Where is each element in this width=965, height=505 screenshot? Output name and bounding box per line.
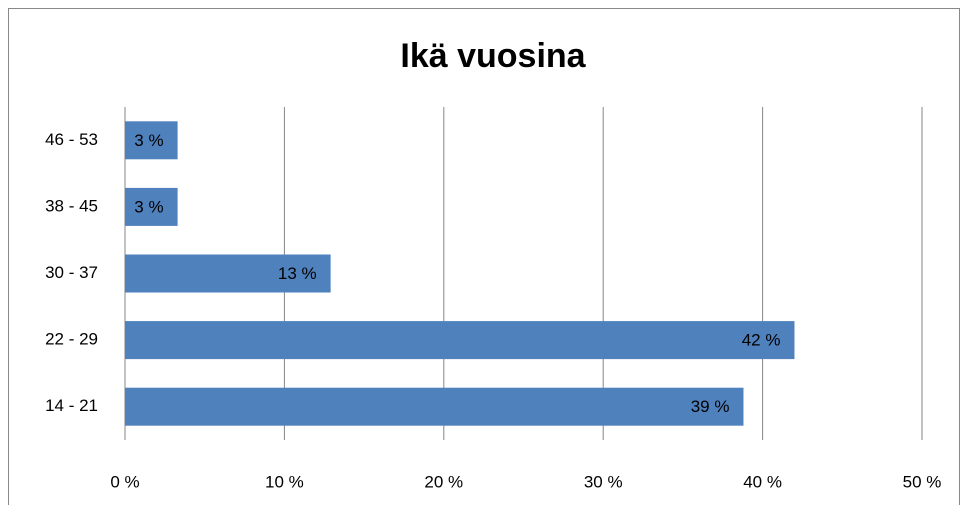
x-tick-label: 50 % — [903, 472, 942, 491]
bar — [125, 121, 178, 160]
y-tick-label: 22 - 29 — [45, 330, 98, 349]
x-tick-label: 10 % — [265, 472, 304, 491]
bar — [125, 387, 744, 426]
y-tick-label: 38 - 45 — [45, 196, 98, 215]
bar — [125, 187, 178, 226]
y-tick-label: 46 - 53 — [45, 130, 98, 149]
data-label: 39 % — [691, 397, 730, 416]
chart-title: Ikä vuosina — [400, 37, 586, 75]
x-tick-label: 40 % — [743, 472, 782, 491]
data-label: 13 % — [278, 264, 317, 283]
bar — [125, 254, 331, 293]
y-tick-label: 30 - 37 — [45, 263, 98, 282]
bar — [125, 321, 795, 360]
x-tick-label: 20 % — [424, 472, 463, 491]
data-label: 42 % — [742, 331, 781, 350]
data-label: 3 % — [134, 197, 163, 216]
x-tick-label: 30 % — [584, 472, 623, 491]
data-label: 3 % — [134, 131, 163, 150]
x-tick-label: 0 % — [110, 472, 139, 491]
y-tick-label: 14 - 21 — [45, 396, 98, 415]
